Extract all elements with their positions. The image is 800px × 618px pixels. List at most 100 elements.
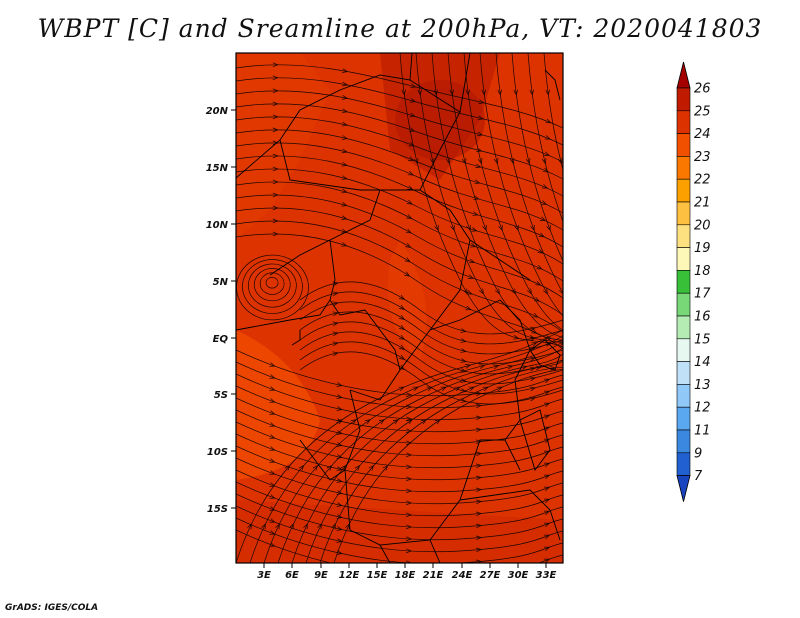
streamline-arrow (269, 494, 276, 499)
colorbar-swatch (676, 178, 691, 203)
map-border (235, 52, 564, 564)
lat-tick-label: EQ (213, 334, 229, 345)
streamline-arrow (468, 258, 476, 264)
streamline-arrow (272, 218, 279, 224)
streamline-arrow (475, 439, 483, 445)
colorbar: 26 25 24 23 22 21 20 19 18 17 16 15 14 13 12 11 9 7 (676, 61, 711, 502)
lon-tick-label: 21E (423, 570, 444, 581)
lon-tick-label: 30E (508, 570, 529, 581)
streamline-arrow (475, 463, 483, 469)
colorbar-label: 24 (694, 127, 711, 142)
streamline (291, 353, 563, 563)
streamline-arrow (471, 227, 478, 232)
streamline-arrow (543, 558, 551, 563)
streamline-arrow (478, 99, 485, 104)
streamline-arrow (364, 419, 371, 425)
streamline (463, 53, 563, 331)
colorbar-swatch (676, 247, 691, 271)
colorbar-label: 9 (694, 446, 702, 461)
streamline-arrow (472, 211, 479, 216)
streamline-arrow (272, 179, 279, 185)
streamline-arrow (535, 365, 542, 371)
streamline-arrow (272, 192, 279, 198)
streamline-arrow (410, 83, 417, 88)
streamline-arrow (331, 523, 336, 530)
streamline-arrow (341, 175, 348, 180)
streamline-arrow (475, 487, 483, 493)
streamline-arrow (513, 335, 520, 340)
streamline-arrow (336, 502, 343, 507)
streamline (236, 373, 563, 421)
latitude-axis: 20N 15N 10N 5N EQ 5S 10S 15S (206, 106, 236, 515)
colorbar-label: 18 (694, 264, 711, 279)
streamline-arrow (460, 358, 467, 363)
streamline-arrow (529, 326, 537, 332)
streamline-arrow (406, 560, 413, 563)
streamline-arrow (546, 224, 551, 232)
lat-tick-label: 10S (207, 447, 228, 458)
lon-tick-label: 6E (285, 570, 299, 581)
streamline-arrow (543, 426, 551, 432)
streamline-arrow (269, 422, 276, 427)
streamline-arrow (272, 166, 279, 172)
streamline-arrow (549, 366, 557, 371)
streamline-arrow (298, 464, 305, 471)
streamline (236, 194, 563, 299)
streamline-arrow (544, 135, 551, 140)
streamline-arrow (399, 314, 406, 320)
streamline-arrow (336, 394, 343, 399)
streamline-arrow (465, 305, 472, 311)
streamline (236, 168, 563, 265)
streamline-arrow (475, 163, 482, 169)
streamline-arrow (493, 364, 500, 370)
streamline-arrow (529, 346, 537, 352)
streamline (249, 335, 563, 563)
streamline-arrow (543, 462, 551, 468)
streamline (236, 361, 563, 409)
streamline-arrow (378, 419, 385, 425)
streamline-arrow (336, 382, 343, 387)
streamline-arrow (478, 288, 484, 295)
streamline-arrow (272, 62, 279, 68)
streamline-arrow (450, 224, 455, 232)
streamline-arrow (406, 548, 413, 554)
streamline-arrow (406, 512, 413, 518)
streamline-arrow (466, 290, 473, 295)
streamline-arrow (449, 89, 455, 96)
streamline-arrow (545, 118, 552, 124)
colorbar-bottom-arrow (676, 475, 691, 502)
streamline-arrow (493, 158, 499, 165)
streamline-arrow (479, 364, 486, 369)
streamline (236, 433, 563, 481)
streamline-arrow (476, 147, 483, 153)
streamline (236, 207, 563, 316)
lat-tick-label: 15N (206, 163, 229, 174)
streamline-arrow (275, 523, 280, 530)
streamline-arrow (336, 526, 343, 531)
streamline-arrow (332, 321, 339, 327)
streamline-arrow (466, 224, 471, 232)
streamline (253, 268, 291, 302)
streamline-arrow (460, 348, 467, 353)
streamline-arrow (475, 511, 483, 517)
streamline-arrow (401, 89, 407, 96)
streamline-arrow (332, 351, 339, 357)
streamline-arrow (543, 522, 551, 528)
streamline-arrow (657, 335, 663, 340)
streamline-arrow (341, 188, 348, 194)
streamline-arrow (336, 550, 343, 555)
lon-tick-label: 18E (395, 570, 416, 581)
streamline-arrow (557, 158, 563, 165)
lon-tick-label: 3E (257, 570, 271, 581)
streamline-arrow (525, 158, 531, 165)
streamline-arrow (607, 288, 613, 294)
streamline-arrow (475, 403, 483, 409)
map-title: WBPT [C] and Sreamline at 200hPa, VT: 20… (37, 14, 763, 43)
streamline-arrow (529, 366, 537, 372)
streamline-arrow (467, 274, 475, 279)
colorbar-swatch (676, 201, 691, 226)
streamline-arrow (269, 482, 276, 487)
streamline-arrow (272, 231, 279, 237)
streamline-arrow (406, 440, 413, 446)
streamline-arrow (247, 523, 252, 530)
